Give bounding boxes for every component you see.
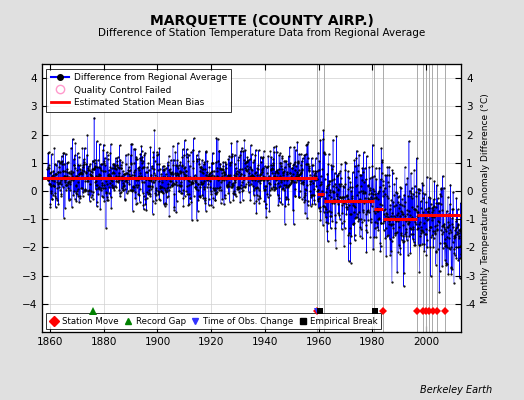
Text: Difference of Station Temperature Data from Regional Average: Difference of Station Temperature Data f… <box>99 28 425 38</box>
Text: MARQUETTE (COUNTY AIRP.): MARQUETTE (COUNTY AIRP.) <box>150 14 374 28</box>
Y-axis label: Monthly Temperature Anomaly Difference (°C): Monthly Temperature Anomaly Difference (… <box>481 93 489 303</box>
Legend: Station Move, Record Gap, Time of Obs. Change, Empirical Break: Station Move, Record Gap, Time of Obs. C… <box>46 313 381 329</box>
Text: Berkeley Earth: Berkeley Earth <box>420 385 493 395</box>
